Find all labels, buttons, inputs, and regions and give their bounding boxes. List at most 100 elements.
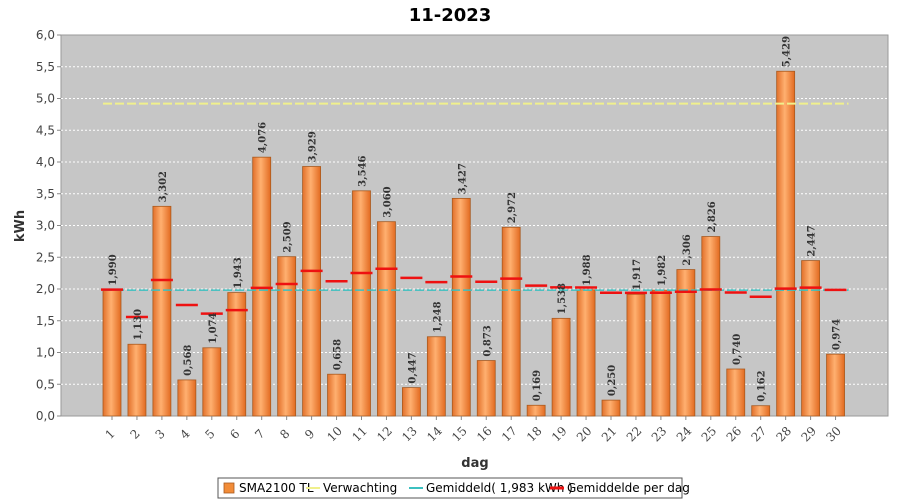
daily-average-markers: [101, 267, 847, 319]
legend-label: Gemiddelde per dag: [567, 481, 690, 495]
y-tick-label: 5,0: [36, 92, 55, 106]
data-label: 1,130: [133, 309, 144, 340]
x-tick-label: 15: [449, 424, 470, 445]
data-label: 3,929: [308, 131, 319, 162]
x-tick-label: 27: [749, 424, 770, 445]
x-tick-label: 19: [549, 424, 570, 445]
data-label: 1,248: [432, 301, 443, 332]
data-label: 0,447: [407, 352, 418, 383]
x-tick-label: 26: [724, 424, 745, 445]
bar: [202, 347, 222, 417]
bar: [426, 336, 446, 417]
x-tick-label: 24: [674, 424, 695, 445]
bar: [526, 404, 546, 417]
legend: SMA2100 TL Verwachting Gemiddeld( 1,983 kW…: [217, 477, 690, 499]
data-label: 4,076: [258, 122, 269, 153]
data-labels: 1,990 1,130 3,302 0,568 1,074 1,943 4,076 2,509…: [108, 36, 843, 402]
data-label: 1,943: [233, 257, 244, 288]
bar: [476, 360, 496, 417]
y-tick-label: 1,5: [36, 314, 55, 328]
bar: [701, 236, 721, 417]
bar: [352, 190, 371, 417]
x-tick-label: 30: [823, 424, 844, 445]
x-tick-label: 10: [324, 424, 345, 445]
x-tick-label: 14: [424, 424, 445, 445]
y-tick-label: 1,0: [36, 346, 55, 360]
data-label: 3,302: [158, 171, 169, 202]
y-tick-label: 5,5: [36, 60, 55, 74]
x-tick-label: 13: [399, 424, 420, 445]
legend-label: Verwachting: [323, 481, 397, 495]
data-label: 5,429: [782, 36, 793, 67]
data-label: 1,982: [657, 255, 668, 286]
x-tick-label: 17: [499, 424, 520, 445]
y-tick-label: 0,5: [36, 377, 55, 391]
x-tick-label: 20: [574, 424, 595, 445]
data-label: 0,974: [832, 319, 843, 350]
bar: [826, 353, 845, 417]
data-label: 0,250: [607, 365, 618, 396]
data-label: 3,546: [358, 155, 369, 186]
y-tick-label: 4,5: [36, 123, 55, 137]
bar: [401, 387, 421, 417]
reference-lines: [103, 102, 849, 291]
data-label: 3,060: [382, 186, 393, 217]
data-label: 1,538: [557, 283, 568, 314]
chart-title: 11-2023: [409, 5, 492, 26]
data-label: 2,509: [283, 221, 294, 252]
bar: [801, 260, 820, 417]
x-tick-label: 6: [227, 427, 242, 442]
y-tick-label: 0,0: [36, 409, 55, 423]
y-tick-label: 4,0: [36, 155, 55, 169]
bar: [302, 166, 322, 417]
bar: [601, 399, 621, 417]
x-tick-label: 1: [103, 427, 118, 442]
grid-lines: [61, 66, 888, 385]
x-tick-label: 3: [152, 427, 167, 442]
y-axis-label: kWh: [13, 210, 28, 242]
x-tick-label: 22: [624, 424, 645, 445]
x-axis-label: dag: [461, 456, 488, 471]
x-tick-label: 29: [798, 424, 819, 445]
x-tick-label: 4: [177, 426, 193, 442]
x-tick-label: 8: [277, 427, 292, 442]
y-tick-label: 2,5: [36, 250, 55, 264]
bar: [576, 289, 596, 417]
data-label: 0,169: [532, 370, 543, 401]
x-tick-label: 7: [252, 427, 267, 442]
bar: [177, 379, 197, 417]
y-tick-label: 2,0: [36, 282, 55, 296]
bar: [551, 317, 571, 417]
bar: [252, 156, 272, 417]
data-label: 2,306: [682, 234, 693, 265]
data-label: 1,074: [208, 312, 219, 343]
x-axis-ticks: 1 2 3 4 5 6 7 8 9 10 11 12 13 14 15 16 17 18 19 20 21 22 23 24 2…: [103, 416, 844, 445]
bar: [377, 221, 396, 417]
data-label: 1,988: [582, 254, 593, 285]
y-axis-ticks: 0,0 0,5 1,0 1,5 2,0 2,5 3,0 3,5 4,0 4,5 5,0 5,5 6,0: [36, 28, 61, 423]
x-tick-label: 9: [302, 427, 317, 442]
x-tick-label: 21: [599, 424, 620, 445]
y-tick-label: 3,5: [36, 187, 55, 201]
x-tick-label: 23: [649, 424, 670, 445]
bar: [152, 205, 172, 417]
x-tick-label: 5: [202, 427, 217, 442]
bar: [751, 405, 771, 417]
data-label: 0,873: [482, 325, 493, 356]
data-label: 2,447: [807, 225, 818, 256]
data-label: 2,972: [507, 192, 518, 223]
bar: [451, 197, 471, 417]
bar: [776, 70, 796, 417]
data-label: 1,990: [108, 254, 119, 285]
bar: [626, 293, 646, 417]
y-tick-label: 6,0: [36, 28, 55, 42]
x-tick-label: 2: [127, 427, 142, 442]
x-tick-label: 11: [349, 424, 370, 445]
x-tick-label: 18: [524, 424, 545, 445]
bar: [327, 373, 346, 417]
data-label: 3,427: [457, 163, 468, 194]
bar: [127, 343, 147, 417]
bar: [726, 368, 746, 417]
data-label: 0,658: [333, 339, 344, 370]
